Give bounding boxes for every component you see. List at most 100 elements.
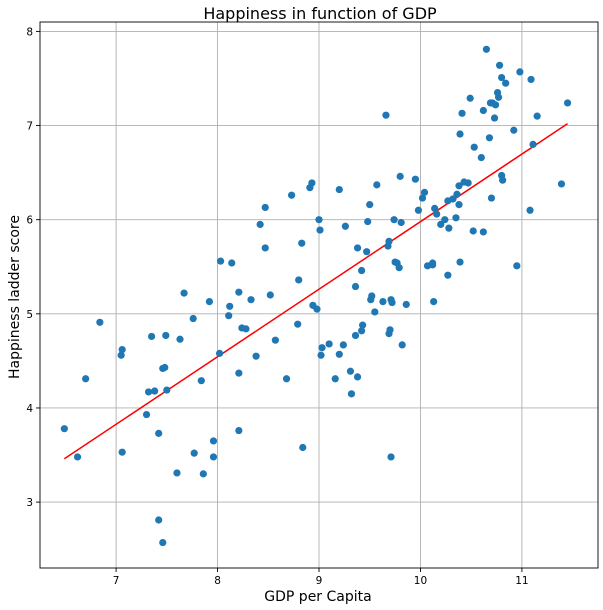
y-tick-label: 3 (26, 497, 33, 509)
data-point (397, 218, 405, 227)
data-point (299, 443, 307, 452)
data-points (60, 45, 572, 547)
data-point (142, 410, 151, 419)
data-point (390, 216, 398, 224)
data-point (226, 302, 234, 310)
y-tick-label: 4 (26, 403, 33, 415)
data-point (499, 176, 507, 184)
y-tick-label: 8 (26, 26, 33, 38)
data-point (247, 296, 255, 304)
data-point (358, 266, 366, 275)
data-point (482, 45, 490, 53)
data-point (261, 203, 269, 212)
data-point (155, 516, 163, 524)
data-point (526, 206, 534, 214)
data-point (411, 175, 419, 183)
data-point (118, 448, 126, 456)
data-point (151, 387, 159, 395)
data-point (282, 375, 291, 383)
data-point (388, 298, 396, 307)
data-point (235, 426, 243, 435)
data-point (298, 239, 306, 247)
data-point (353, 244, 362, 252)
data-point (117, 351, 125, 359)
data-point (353, 373, 362, 381)
data-point (455, 201, 463, 209)
data-point (395, 264, 403, 272)
data-point (209, 437, 218, 445)
data-point (118, 346, 126, 354)
data-point (308, 179, 316, 187)
data-point (441, 216, 449, 224)
x-tick-label: 7 (113, 575, 120, 587)
data-point (368, 292, 376, 300)
data-point (429, 259, 437, 267)
y-axis-label: Happiness ladder score (7, 215, 23, 379)
data-point (216, 257, 225, 265)
data-point (359, 321, 367, 329)
gridlines (40, 22, 598, 568)
data-point (402, 300, 410, 309)
data-point (351, 282, 360, 291)
data-point (316, 226, 324, 234)
data-point (144, 388, 153, 396)
data-point (315, 216, 323, 224)
data-point (469, 227, 477, 235)
data-point (347, 390, 356, 398)
data-point (313, 305, 321, 313)
data-point (479, 106, 487, 115)
data-point (498, 73, 506, 82)
data-point (261, 244, 269, 252)
data-point (235, 288, 243, 296)
data-point (396, 172, 404, 180)
data-point (516, 68, 524, 76)
data-point (527, 75, 535, 84)
data-point (60, 425, 68, 433)
data-point (366, 201, 374, 209)
data-point (225, 312, 233, 320)
data-point (485, 134, 494, 142)
data-point (209, 453, 218, 461)
data-point (295, 276, 303, 284)
x-axis-ticks: 7 8 9 10 11 (113, 568, 529, 587)
y-axis-ticks: 3 4 5 6 7 8 (26, 26, 40, 509)
data-point (189, 314, 197, 323)
data-point (163, 386, 171, 394)
data-point (73, 453, 82, 461)
data-point (491, 101, 500, 109)
data-point (433, 210, 441, 218)
data-point (161, 363, 169, 372)
data-point (449, 195, 457, 203)
x-tick-label: 8 (214, 575, 221, 587)
data-point (148, 332, 156, 341)
data-point (155, 429, 163, 437)
data-point (190, 449, 198, 457)
data-point (430, 297, 438, 306)
data-point (199, 470, 207, 478)
data-point (271, 336, 279, 344)
data-point (458, 109, 466, 117)
data-point (363, 248, 371, 256)
data-point (96, 318, 104, 326)
data-point (431, 204, 439, 212)
y-tick-label: 6 (26, 215, 33, 227)
data-point (495, 61, 504, 69)
data-point (173, 469, 181, 477)
data-point (414, 206, 423, 214)
trend-line-group (63, 123, 568, 460)
data-point (529, 140, 537, 148)
data-point (387, 453, 395, 461)
data-point (470, 143, 478, 151)
chart-title: Happiness in function of GDP (203, 4, 437, 23)
data-point (477, 153, 485, 162)
data-point (317, 351, 325, 359)
data-point (266, 291, 274, 299)
data-point (479, 228, 487, 236)
data-point (453, 190, 461, 198)
data-point (382, 111, 390, 119)
trend-line (63, 123, 568, 460)
data-point (533, 112, 541, 120)
data-point (464, 179, 472, 187)
data-point (318, 344, 326, 352)
